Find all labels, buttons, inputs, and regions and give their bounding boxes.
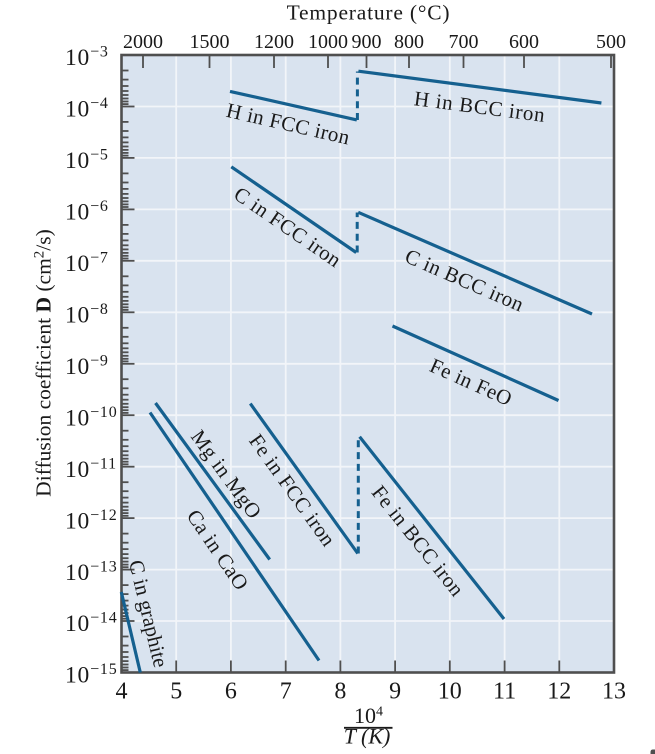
svg-text:12: 12 [547, 679, 571, 705]
svg-text:10−13: 10−13 [65, 558, 118, 586]
svg-text:600: 600 [509, 31, 539, 53]
svg-text:10−10: 10−10 [65, 404, 118, 432]
svg-text:10−4: 10−4 [65, 95, 109, 123]
svg-text:8: 8 [334, 679, 346, 705]
svg-text:13: 13 [602, 679, 626, 705]
svg-text:10−14: 10−14 [65, 610, 118, 638]
svg-text:6: 6 [225, 679, 237, 705]
svg-text:10: 10 [438, 679, 462, 705]
svg-text:800: 800 [394, 31, 424, 53]
svg-text:T (K): T (K) [344, 724, 391, 749]
svg-text:500: 500 [596, 31, 626, 53]
svg-text:10−9: 10−9 [65, 352, 109, 380]
svg-text:1200: 1200 [254, 31, 294, 53]
svg-text:5: 5 [170, 679, 182, 705]
svg-text:9: 9 [389, 679, 401, 705]
svg-text:10−11: 10−11 [65, 455, 117, 483]
svg-text:10−3: 10−3 [65, 44, 109, 72]
svg-text:900: 900 [352, 31, 382, 53]
svg-text:10−8: 10−8 [65, 301, 109, 329]
svg-text:4: 4 [116, 679, 128, 705]
svg-text:10−6: 10−6 [65, 198, 109, 226]
svg-text:1500: 1500 [190, 31, 230, 53]
svg-text:11: 11 [493, 679, 516, 705]
svg-text:1000: 1000 [308, 31, 348, 53]
svg-text:700: 700 [449, 31, 479, 53]
svg-text:Diffusion coefficient D (cm2/s: Diffusion coefficient D (cm2/s) [32, 229, 56, 497]
svg-text:10−5: 10−5 [65, 147, 109, 175]
svg-text:10−7: 10−7 [65, 250, 109, 278]
svg-text:10−15: 10−15 [65, 661, 118, 689]
svg-text:Temperature (°C): Temperature (°C) [287, 1, 451, 25]
svg-text:10−12: 10−12 [65, 507, 118, 535]
svg-text:7: 7 [280, 679, 292, 705]
svg-text:2000: 2000 [123, 31, 163, 53]
